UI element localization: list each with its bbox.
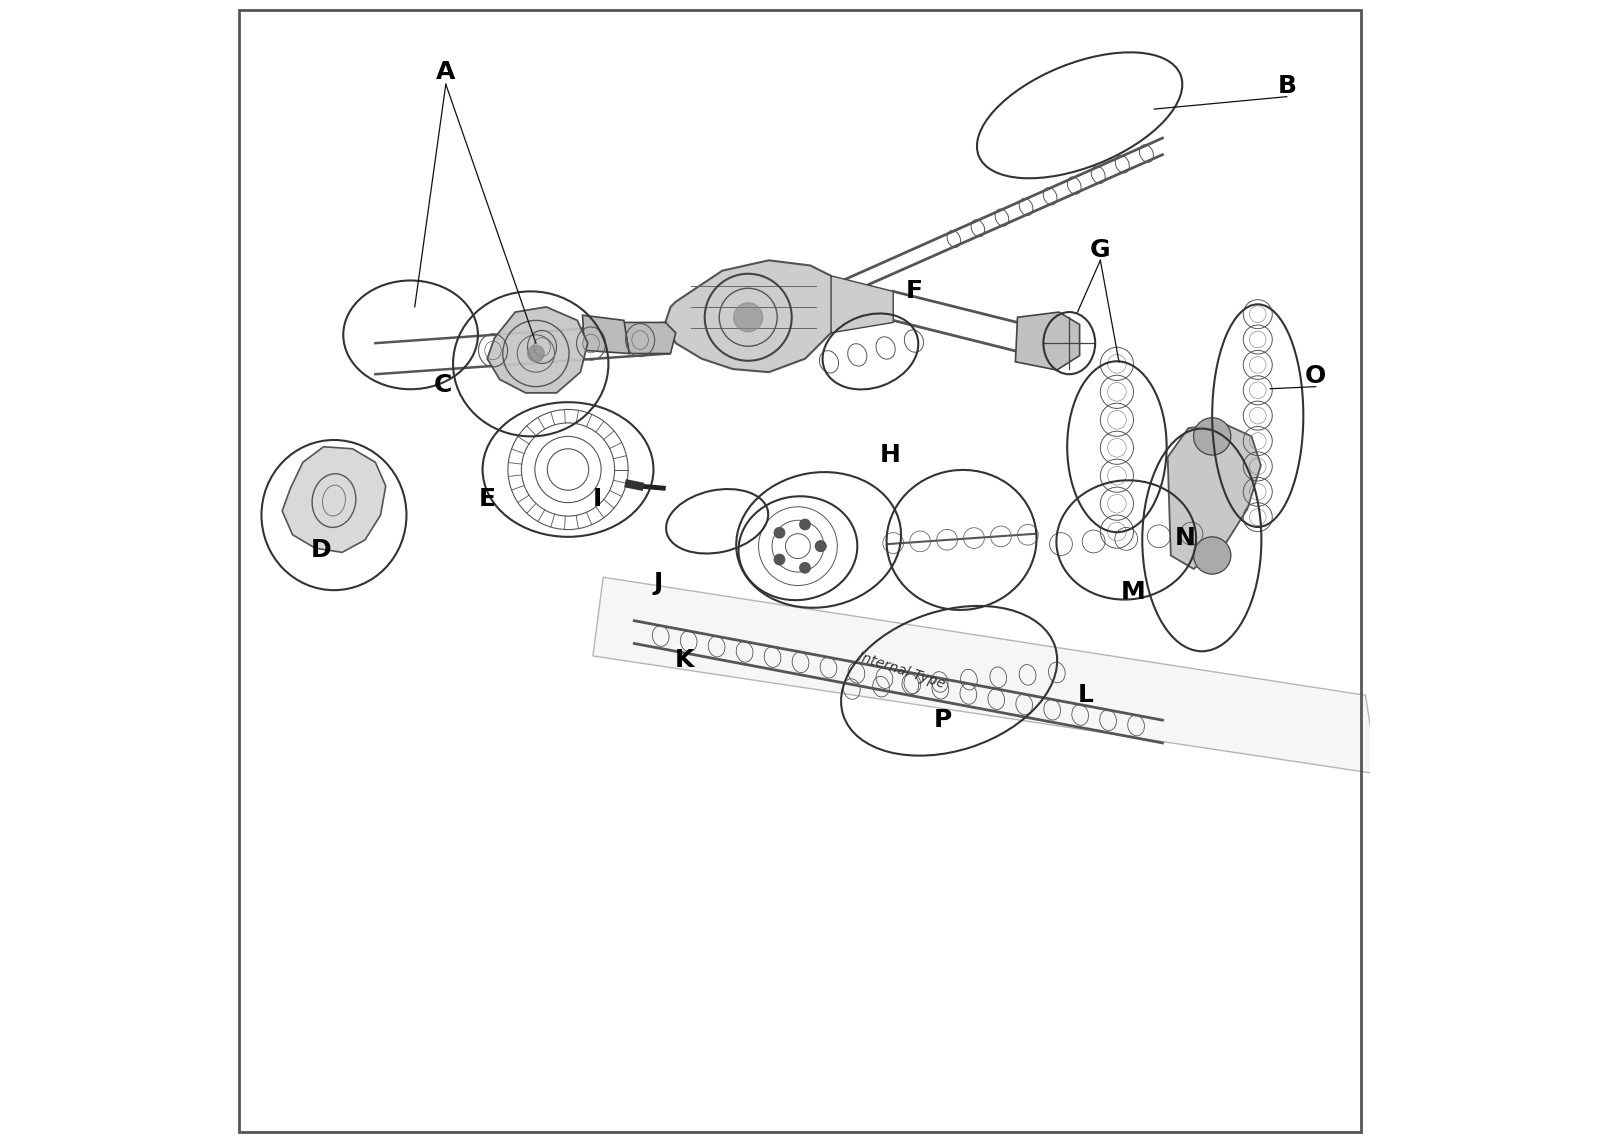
Polygon shape [488, 307, 587, 393]
Circle shape [774, 528, 784, 538]
Circle shape [1194, 418, 1230, 455]
Text: J: J [653, 571, 662, 595]
Text: M: M [1122, 580, 1146, 604]
Text: C: C [434, 372, 451, 396]
Text: A: A [437, 59, 456, 83]
Text: E: E [478, 486, 496, 510]
Circle shape [1194, 537, 1230, 574]
Polygon shape [282, 447, 386, 553]
Text: N: N [1174, 525, 1195, 549]
Text: G: G [1090, 238, 1110, 262]
Text: Internal Type: Internal Type [856, 650, 947, 691]
Text: H: H [880, 443, 901, 467]
Text: P: P [934, 708, 952, 732]
Text: B: B [1277, 74, 1296, 98]
Circle shape [816, 541, 826, 552]
Polygon shape [830, 276, 893, 332]
Polygon shape [582, 315, 629, 354]
Circle shape [800, 520, 810, 530]
Circle shape [816, 541, 826, 552]
Text: L: L [1078, 683, 1094, 707]
Circle shape [774, 554, 784, 564]
Polygon shape [666, 260, 842, 372]
Circle shape [528, 345, 544, 362]
Circle shape [734, 303, 763, 332]
Text: O: O [1306, 364, 1326, 388]
Text: K: K [674, 648, 694, 671]
Polygon shape [624, 322, 675, 354]
Polygon shape [1016, 312, 1080, 370]
Text: F: F [906, 280, 923, 304]
Text: D: D [312, 538, 331, 562]
Text: I: I [592, 486, 602, 510]
Polygon shape [594, 577, 1378, 774]
Polygon shape [1168, 424, 1261, 569]
Circle shape [800, 563, 810, 573]
